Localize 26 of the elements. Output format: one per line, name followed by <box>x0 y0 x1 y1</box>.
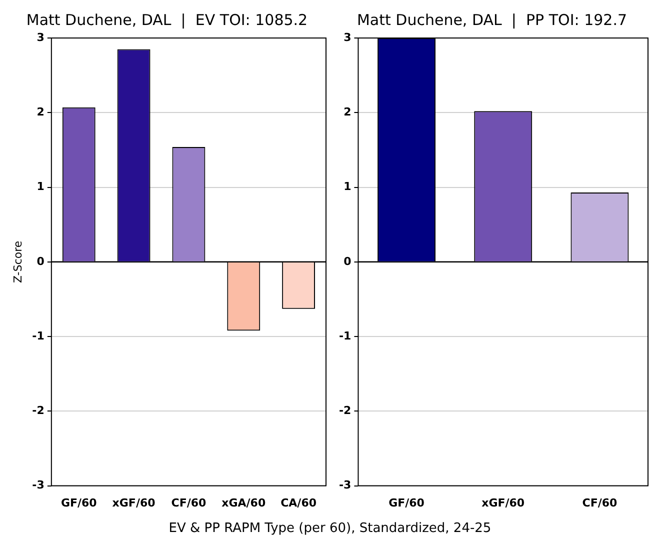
y-tick-label: -2 <box>32 404 44 418</box>
chart-title: Matt Duchene, DAL | EV TOI: 1085.2 <box>26 10 308 29</box>
x-tick-label: xGF/60 <box>112 496 156 510</box>
y-axis-title: Z-Score <box>11 240 24 283</box>
y-tick-label: 2 <box>344 105 352 118</box>
y-tick-label: -3 <box>338 478 352 492</box>
y-tick-label: 0 <box>36 254 45 268</box>
y-tick-label: 3 <box>344 30 352 44</box>
x-tick-label: CF/60 <box>582 496 618 510</box>
text: EV & PP RAPM Type (per 60), Standardized, 24-25 <box>168 521 492 536</box>
y-tick-label: -1 <box>338 329 352 342</box>
x-tick-label: xGA/60 <box>222 496 266 510</box>
x-tick-label: GF/60 <box>60 496 98 510</box>
x-tick-label: CF/60 <box>171 496 207 510</box>
y-tick-label: -2 <box>338 404 352 418</box>
y-tick-label: -3 <box>32 478 44 492</box>
y-tick-label: 3 <box>36 30 44 44</box>
x-tick-label: CA/60 <box>280 496 317 510</box>
x-tick-label: GF/60 <box>388 496 425 510</box>
chart-title: Matt Duchene, DAL | PP TOI: 192.7 <box>356 10 628 29</box>
y-tick-label: 1 <box>344 180 352 194</box>
y-tick-label: -1 <box>32 329 44 342</box>
y-tick-label: 1 <box>36 180 44 194</box>
y-tick-label: 0 <box>344 254 352 268</box>
x-tick-label: xGF/60 <box>482 496 525 510</box>
y-tick-label: 2 <box>36 105 44 118</box>
